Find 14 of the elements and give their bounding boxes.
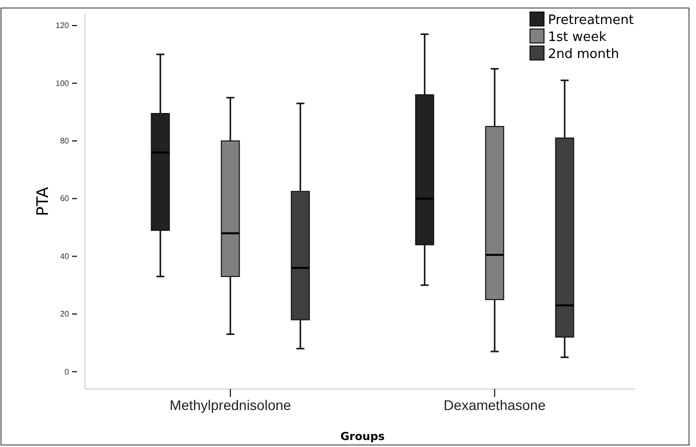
legend-label: Pretreatment bbox=[548, 13, 634, 28]
x-axis-title: Groups bbox=[340, 430, 386, 443]
legend-label: 1st week bbox=[548, 30, 607, 45]
y-axis-title: PTA bbox=[33, 186, 52, 216]
legend-label: 2nd month bbox=[548, 47, 620, 62]
y-tick-label: 20 bbox=[60, 310, 70, 319]
x-tick-label: Methylprednisolone bbox=[170, 396, 292, 413]
y-tick-label: 0 bbox=[64, 367, 70, 376]
x-tick-label: Dexamethasone bbox=[444, 396, 546, 413]
y-tick-label: 120 bbox=[56, 21, 70, 30]
y-tick-label: 60 bbox=[60, 194, 70, 204]
y-tick-label: 80 bbox=[60, 136, 70, 146]
y-tick-label: 40 bbox=[60, 252, 70, 261]
y-tick-label: 100 bbox=[56, 78, 70, 88]
